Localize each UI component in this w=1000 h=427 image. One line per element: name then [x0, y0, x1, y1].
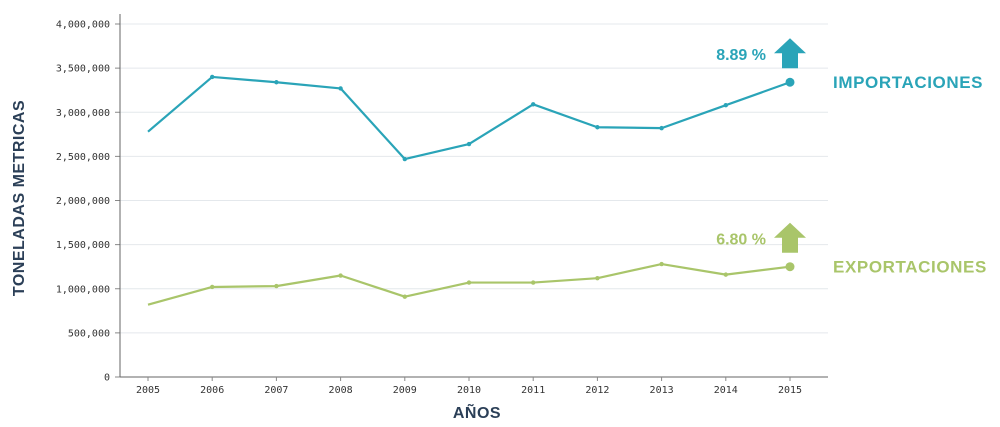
data-point — [595, 275, 600, 281]
series-label-importaciones: IMPORTACIONES — [833, 73, 983, 92]
y-tick-label: 3,500,000 — [56, 64, 110, 75]
x-tick-label: 2005 — [136, 385, 160, 396]
data-point — [402, 156, 407, 162]
series-label-exportaciones: EXPORTACIONES — [833, 258, 987, 277]
data-point — [531, 280, 536, 285]
data-point — [659, 125, 664, 131]
data-point — [210, 284, 215, 290]
data-point — [531, 102, 536, 107]
data-point — [274, 80, 279, 85]
data-point — [466, 280, 472, 285]
data-point — [785, 262, 795, 272]
x-tick-label: 2011 — [521, 385, 545, 396]
x-tick-label: 2010 — [457, 385, 481, 396]
x-tick-label: 2009 — [393, 385, 417, 396]
data-point — [659, 261, 664, 267]
data-point — [402, 294, 407, 299]
x-tick-label: 2015 — [778, 385, 802, 396]
data-point — [595, 125, 600, 130]
percent-change-label: 6.80 % — [716, 232, 766, 249]
y-tick-label: 500,000 — [68, 328, 110, 339]
data-point — [210, 74, 215, 80]
data-point — [466, 141, 472, 147]
x-tick-label: 2006 — [200, 385, 224, 396]
x-tick-label: 2007 — [264, 385, 288, 396]
y-tick-label: 3,000,000 — [56, 108, 110, 119]
data-point — [338, 273, 343, 278]
up-arrow-icon — [774, 222, 806, 253]
x-tick-label: 2008 — [329, 385, 353, 396]
y-tick-label: 2,500,000 — [56, 152, 110, 163]
y-tick-label: 2,000,000 — [56, 196, 110, 207]
data-point — [723, 102, 728, 108]
y-tick-label: 4,000,000 — [56, 20, 110, 31]
percent-change-label: 8.89 % — [716, 47, 766, 64]
series-line-importaciones — [147, 75, 791, 161]
y-tick-label: 1,500,000 — [56, 240, 110, 251]
data-point — [723, 272, 728, 277]
y-tick-label: 0 — [104, 373, 110, 384]
data-point — [785, 77, 795, 87]
y-axis-label: TONELADAS METRICAS — [11, 100, 28, 296]
x-tick-label: 2014 — [714, 385, 738, 396]
x-tick-label: 2012 — [585, 385, 609, 396]
x-axis-label: AÑOS — [453, 402, 501, 422]
y-tick-label: 1,000,000 — [56, 284, 110, 295]
data-point — [338, 86, 343, 91]
up-arrow-icon — [774, 38, 806, 69]
x-tick-label: 2013 — [650, 385, 674, 396]
data-point — [274, 283, 279, 289]
